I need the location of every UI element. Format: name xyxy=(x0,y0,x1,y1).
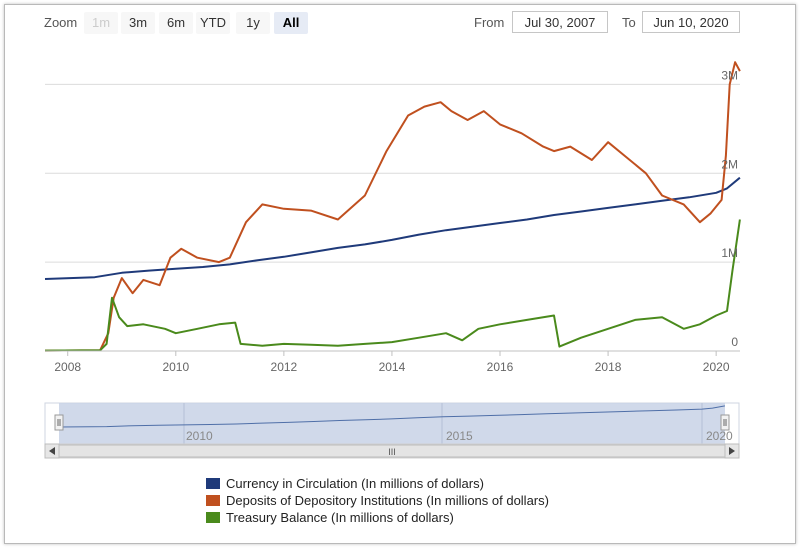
navigator-right-handle[interactable] xyxy=(720,414,730,431)
x-tick-label: 2008 xyxy=(54,360,81,374)
right-handle-grip[interactable] xyxy=(720,414,730,431)
x-tick-label: 2020 xyxy=(703,360,730,374)
zoom-1y-button[interactable]: 1y xyxy=(236,12,270,34)
navigator-year-label: 2015 xyxy=(446,429,473,443)
zoom-all-button[interactable]: All xyxy=(274,12,308,34)
zoom-3m-button[interactable]: 3m xyxy=(121,12,155,34)
grid-lines xyxy=(45,83,740,352)
to-label: To xyxy=(622,15,636,30)
series-line-1[interactable] xyxy=(44,61,741,352)
scrollbar-grip: III xyxy=(388,447,396,457)
navigator-left-handle[interactable] xyxy=(54,414,64,431)
zoom-label: Zoom xyxy=(44,15,78,30)
x-tick-label: 2012 xyxy=(271,360,298,374)
left-handle-grip[interactable] xyxy=(54,414,64,431)
legend-swatch xyxy=(206,478,220,489)
legend: Currency in Circulation (In millions of … xyxy=(206,475,549,526)
y-tick-label: 1M xyxy=(721,246,738,260)
navigator-series-line xyxy=(58,405,725,428)
x-tick-label: 2018 xyxy=(595,360,622,374)
legend-item-deposits[interactable]: Deposits of Depository Institutions (In … xyxy=(206,492,549,509)
legend-item-treasury[interactable]: Treasury Balance (In millions of dollars… xyxy=(206,509,549,526)
legend-item-currency[interactable]: Currency in Circulation (In millions of … xyxy=(206,475,549,492)
series-line-2[interactable] xyxy=(44,219,741,352)
y-tick-label: 0 xyxy=(731,335,738,349)
x-tick-label: 2010 xyxy=(162,360,189,374)
from-label: From xyxy=(474,15,505,30)
legend-label: Treasury Balance (In millions of dollars… xyxy=(226,510,454,525)
zoom-ytd-button[interactable]: YTD xyxy=(196,12,230,34)
navigator-selection[interactable] xyxy=(59,403,725,444)
arrow-right-icon xyxy=(729,447,735,455)
series-layer xyxy=(44,61,741,352)
navigator-year-label: 2020 xyxy=(706,429,733,443)
legend-swatch xyxy=(206,512,220,523)
zoom-1m-button[interactable]: 1m xyxy=(84,12,118,34)
scrollbar[interactable]: III xyxy=(44,443,740,459)
legend-swatch xyxy=(206,495,220,506)
arrow-left-icon xyxy=(49,447,55,455)
x-axis: 2008 2010 2012 2014 2016 2018 2020 xyxy=(45,350,740,374)
y-tick-label: 2M xyxy=(721,157,738,171)
x-tick-label: 2016 xyxy=(487,360,514,374)
y-axis: 0 1M 2M 3M xyxy=(721,68,738,349)
navigator-year-label: 2010 xyxy=(186,429,213,443)
from-date-input[interactable]: Jul 30, 2007 xyxy=(512,11,608,33)
x-tick-label: 2014 xyxy=(379,360,406,374)
navigator[interactable]: 2010 2015 2020 xyxy=(44,402,740,445)
legend-label: Currency in Circulation (In millions of … xyxy=(226,476,484,491)
legend-label: Deposits of Depository Institutions (In … xyxy=(226,493,549,508)
zoom-6m-button[interactable]: 6m xyxy=(159,12,193,34)
y-tick-label: 3M xyxy=(721,68,738,82)
series-line-0[interactable] xyxy=(44,176,741,280)
to-date-input[interactable]: Jun 10, 2020 xyxy=(642,11,740,33)
